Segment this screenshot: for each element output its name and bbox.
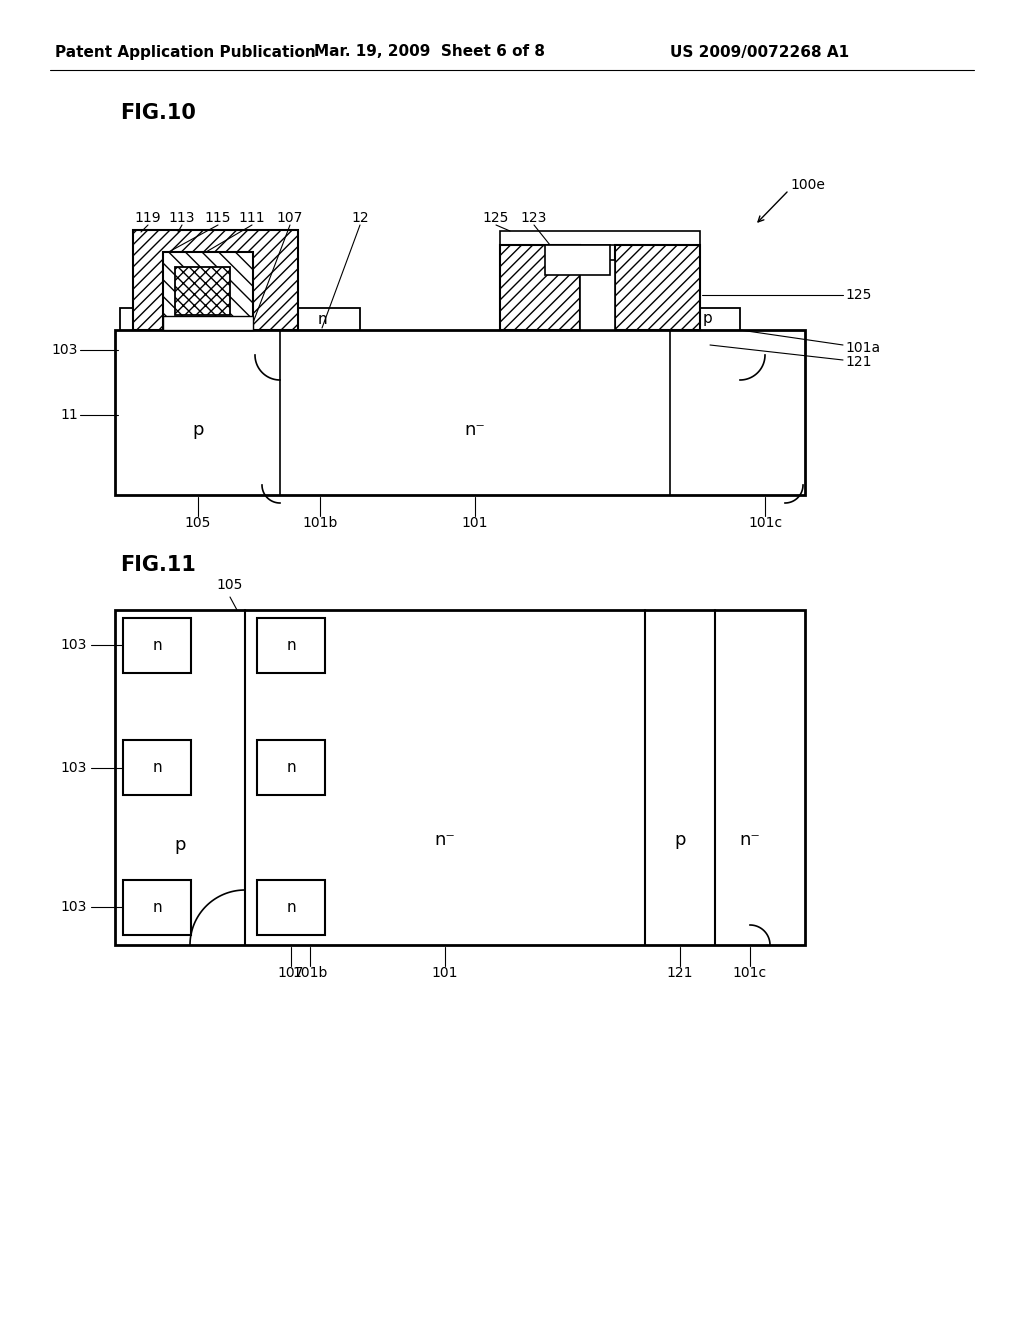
Text: 121: 121 (845, 355, 871, 370)
Text: 101c: 101c (748, 516, 782, 531)
Text: 12: 12 (351, 211, 369, 224)
Text: p: p (674, 832, 686, 849)
Text: 100e: 100e (790, 178, 825, 191)
Bar (500, 231, 700, 246)
Text: Mar. 19, 2009  Sheet 6 of 8: Mar. 19, 2009 Sheet 6 of 8 (314, 45, 546, 59)
Bar (675, 308, 740, 330)
Text: 103: 103 (51, 343, 78, 356)
Bar (163, 252, 253, 330)
Bar (120, 308, 195, 330)
Text: 101: 101 (462, 516, 488, 531)
Text: Patent Application Publication: Patent Application Publication (54, 45, 315, 59)
Text: p: p (702, 312, 712, 326)
Bar (257, 741, 325, 795)
Text: n: n (153, 312, 162, 326)
Bar (123, 618, 191, 673)
Bar (133, 230, 298, 330)
Bar (163, 315, 253, 330)
Text: p: p (193, 421, 204, 440)
Text: FIG.11: FIG.11 (120, 554, 196, 576)
Text: n: n (286, 899, 296, 915)
Text: 101b: 101b (302, 516, 338, 531)
Bar (115, 330, 805, 495)
Text: 105: 105 (184, 516, 211, 531)
Text: 125: 125 (845, 288, 871, 302)
Text: US 2009/0072268 A1: US 2009/0072268 A1 (671, 45, 850, 59)
Text: n⁻: n⁻ (465, 421, 485, 440)
Text: FIG.10: FIG.10 (120, 103, 196, 123)
Bar (257, 618, 325, 673)
Text: n: n (153, 638, 162, 652)
Text: n⁻: n⁻ (739, 832, 761, 849)
Bar (545, 246, 610, 275)
Bar (500, 246, 580, 330)
Bar (123, 741, 191, 795)
Text: 125: 125 (482, 211, 509, 224)
Text: 115: 115 (205, 211, 231, 224)
Bar (115, 610, 805, 945)
Bar (123, 880, 191, 935)
Text: 107: 107 (278, 966, 304, 979)
Bar (257, 880, 325, 935)
Text: 103: 103 (60, 900, 87, 913)
Text: 101b: 101b (292, 966, 328, 979)
Text: 123: 123 (521, 211, 547, 224)
Text: 101: 101 (432, 966, 459, 979)
Text: 107: 107 (276, 211, 303, 224)
Bar (615, 246, 700, 330)
Text: 111: 111 (239, 211, 265, 224)
Text: 113: 113 (169, 211, 196, 224)
Text: n: n (286, 759, 296, 775)
Bar (580, 260, 615, 330)
Text: 105: 105 (217, 578, 243, 591)
Bar (285, 308, 360, 330)
Text: 103: 103 (60, 638, 87, 652)
Text: 119: 119 (135, 211, 162, 224)
Text: 101c: 101c (733, 966, 767, 979)
Text: n: n (286, 638, 296, 652)
Text: 101a: 101a (845, 341, 880, 355)
Text: 121: 121 (667, 966, 693, 979)
Text: 11: 11 (60, 408, 78, 422)
Text: n: n (153, 899, 162, 915)
Text: n: n (317, 312, 327, 326)
Bar (175, 267, 230, 315)
Text: n⁻: n⁻ (434, 832, 456, 849)
Text: p: p (174, 836, 185, 854)
Text: n: n (153, 759, 162, 775)
Text: 103: 103 (60, 762, 87, 775)
